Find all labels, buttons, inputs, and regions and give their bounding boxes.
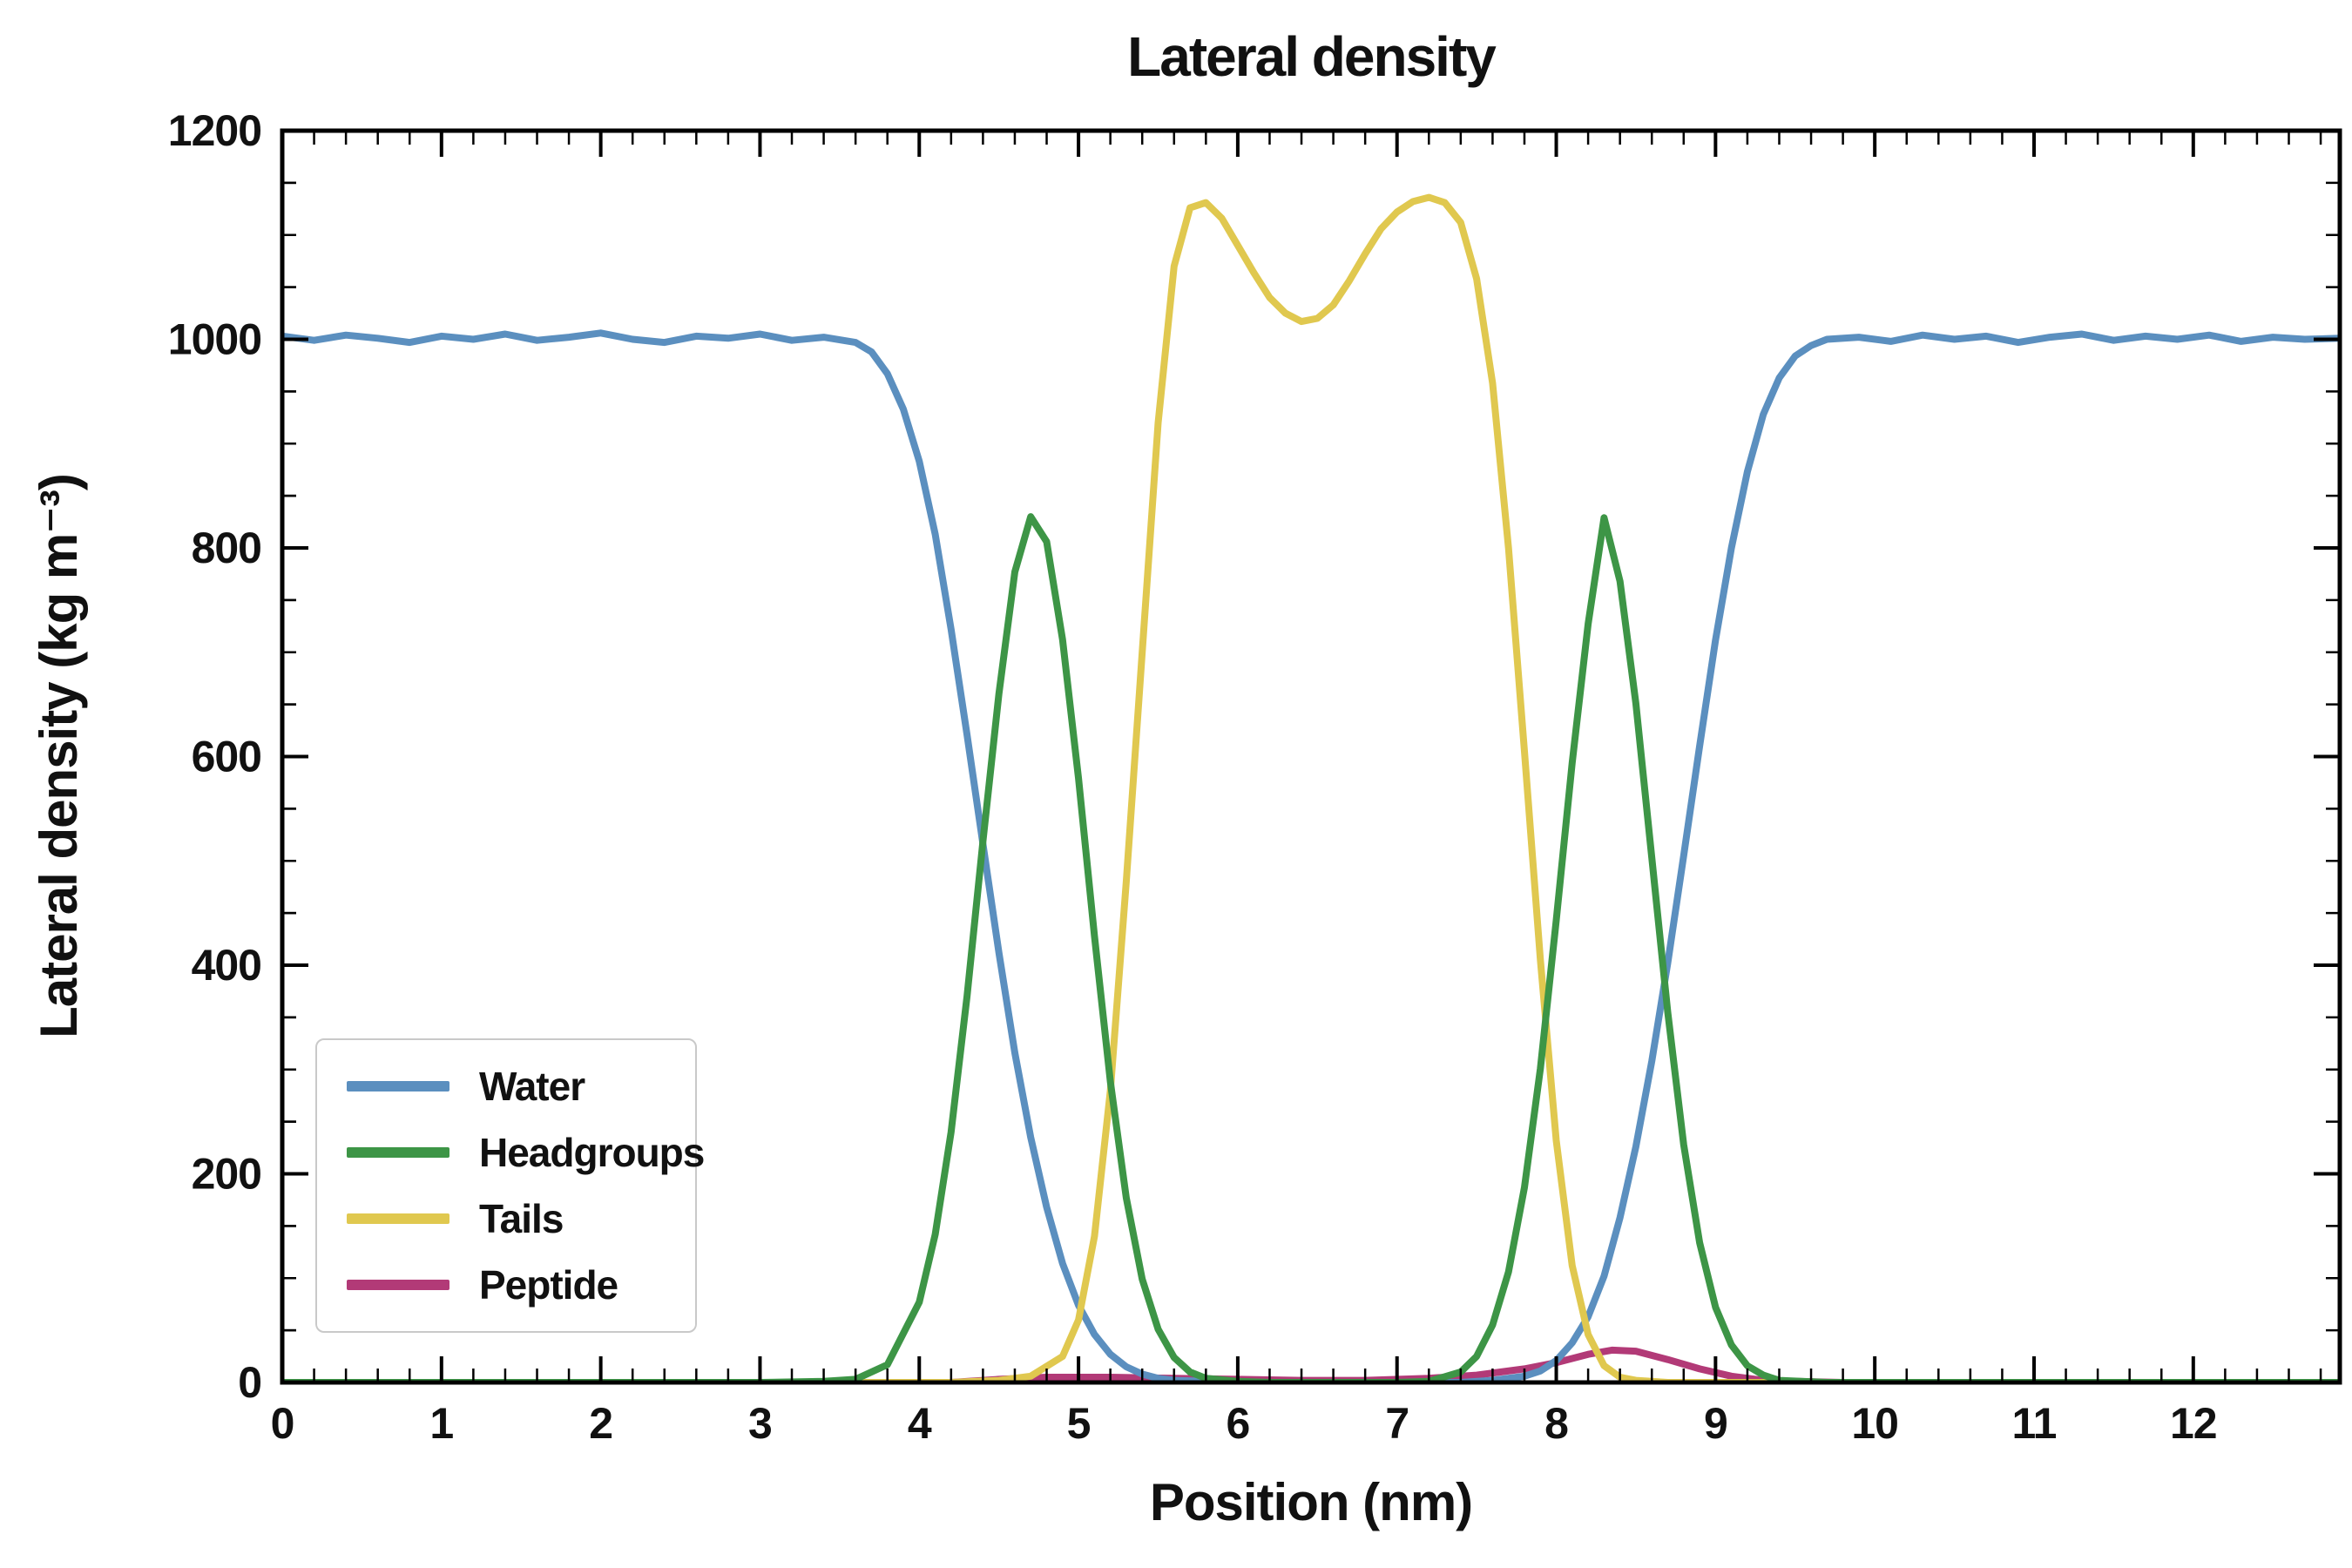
legend-item-headgroups: Headgroups <box>347 1129 705 1176</box>
x-tick-label: 6 <box>1226 1399 1249 1448</box>
legend-swatch-peptide <box>347 1280 449 1290</box>
x-tick-label: 5 <box>1067 1399 1091 1448</box>
legend-item-tails: Tails <box>347 1195 666 1242</box>
legend-label-headgroups: Headgroups <box>479 1130 705 1175</box>
x-tick-label: 9 <box>1704 1399 1727 1448</box>
legend-label-water: Water <box>479 1064 585 1109</box>
y-tick-label: 0 <box>238 1358 261 1407</box>
y-tick-label: 800 <box>192 524 261 572</box>
y-tick-label: 1200 <box>168 106 261 155</box>
y-tick-label: 200 <box>192 1150 261 1199</box>
x-tick-label: 2 <box>589 1399 612 1448</box>
series-headgroups-line <box>282 513 2340 1382</box>
series-peptide-line <box>282 1346 2340 1382</box>
x-tick-label: 12 <box>2170 1399 2217 1448</box>
x-tick-label: 4 <box>908 1399 932 1448</box>
legend-swatch-tails <box>347 1213 449 1224</box>
x-tick-label: 8 <box>1544 1399 1568 1448</box>
legend-label-tails: Tails <box>479 1196 564 1241</box>
chart-title: Lateral density <box>1127 25 1497 88</box>
legend: Water Headgroups Tails Peptide <box>315 1038 705 1333</box>
x-tick-label: 3 <box>748 1399 772 1448</box>
x-tick-label: 1 <box>429 1399 453 1448</box>
x-tick-label: 11 <box>2012 1399 2057 1448</box>
y-axis-label: Lateral density (kg m⁻³) <box>30 474 88 1038</box>
x-tick-label: 10 <box>1851 1399 1898 1448</box>
axes-spines <box>280 128 2342 1385</box>
legend-label-peptide: Peptide <box>479 1262 618 1308</box>
y-tick-label: 600 <box>192 733 261 781</box>
x-tick-label: 0 <box>271 1399 294 1448</box>
legend-item-water: Water <box>347 1063 666 1110</box>
x-tick-label: 7 <box>1385 1399 1409 1448</box>
series-water-line <box>282 329 2340 1382</box>
legend-swatch-headgroups <box>347 1147 449 1158</box>
x-axis-label: Position (nm) <box>1149 1473 1473 1531</box>
legend-item-peptide: Peptide <box>347 1261 666 1308</box>
legend-swatch-water <box>347 1081 449 1092</box>
y-tick-label: 400 <box>192 941 261 990</box>
y-tick-label: 1000 <box>168 315 261 364</box>
